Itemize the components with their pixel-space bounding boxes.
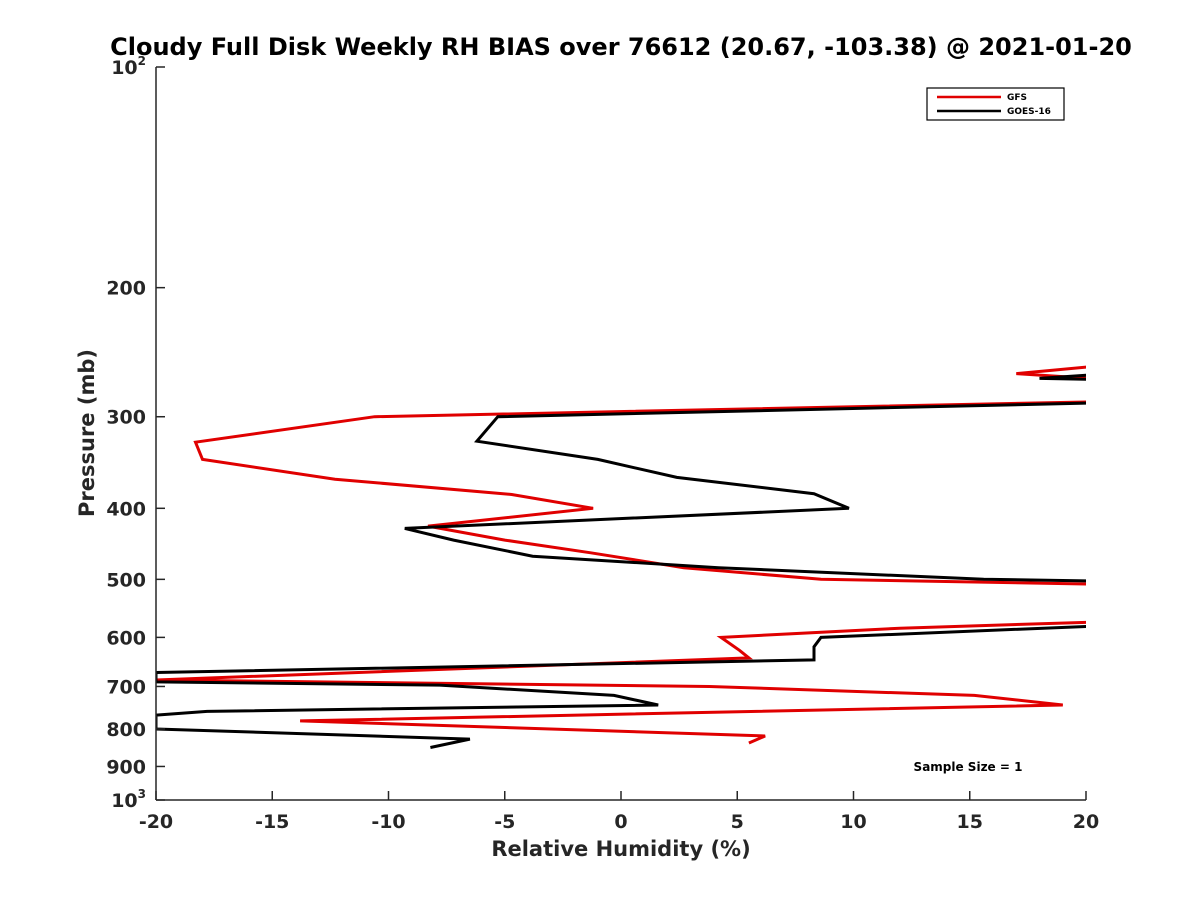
y-axis-label: Pressure (mb) bbox=[75, 349, 99, 517]
y-tick-label: 200 bbox=[106, 278, 146, 300]
legend-box bbox=[926, 87, 1065, 121]
y-axis-ticks: 102 200 300 400 500 600 700 800 900 103 bbox=[106, 54, 165, 812]
y-tick-label: 300 bbox=[106, 407, 146, 429]
y-tick-label: 400 bbox=[106, 498, 146, 520]
series-line-goes-16 bbox=[156, 373, 1086, 749]
x-axis-label: Relative Humidity (%) bbox=[491, 837, 750, 861]
series-line-gfs bbox=[156, 365, 1086, 745]
legend: GFS GOES-16 bbox=[926, 87, 1065, 121]
y-tick-label: 900 bbox=[106, 756, 146, 778]
y-tick-label: 103 bbox=[111, 787, 146, 812]
series-layer bbox=[156, 365, 1086, 749]
y-tick-label: 600 bbox=[106, 627, 146, 649]
y-tick-label: 102 bbox=[111, 54, 146, 79]
x-tick-label: 0 bbox=[614, 811, 627, 833]
x-axis-ticks: -20 -15 -10 -5 0 5 10 15 20 bbox=[139, 791, 1099, 833]
x-tick-label: 10 bbox=[840, 811, 866, 833]
x-tick-label: -20 bbox=[139, 811, 173, 833]
x-tick-label: -5 bbox=[494, 811, 515, 833]
x-tick-label: 15 bbox=[957, 811, 983, 833]
chart-title: Cloudy Full Disk Weekly RH BIAS over 766… bbox=[110, 33, 1132, 61]
sample-size-annotation: Sample Size = 1 bbox=[914, 760, 1023, 774]
y-tick-label: 700 bbox=[106, 676, 146, 698]
x-tick-label: -10 bbox=[371, 811, 405, 833]
x-tick-label: -15 bbox=[255, 811, 289, 833]
y-tick-label: 800 bbox=[106, 719, 146, 741]
x-tick-label: 5 bbox=[731, 811, 744, 833]
x-tick-label: 20 bbox=[1073, 811, 1099, 833]
y-tick-label: 500 bbox=[106, 569, 146, 591]
legend-label-goes-16: GOES-16 bbox=[1007, 107, 1051, 117]
legend-label-gfs: GFS bbox=[1007, 93, 1027, 103]
